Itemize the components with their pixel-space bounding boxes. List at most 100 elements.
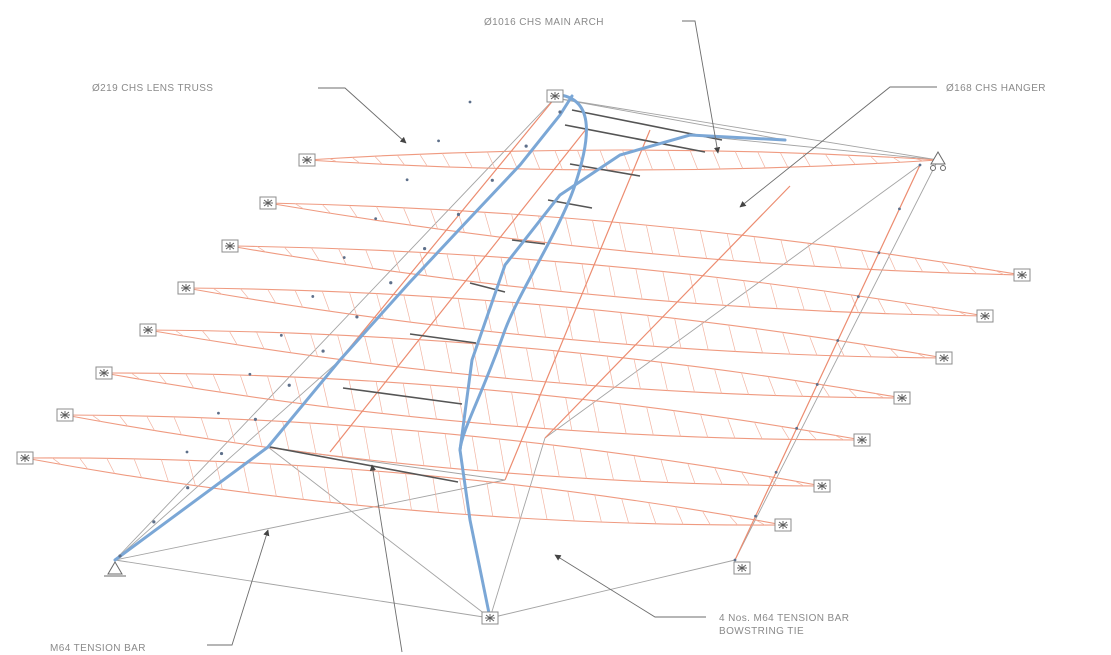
lens-truss-web (52, 457, 62, 465)
lens-truss-web (526, 347, 533, 381)
arch-node (253, 417, 257, 421)
arch-node (423, 247, 427, 251)
lens-truss-web (687, 365, 695, 393)
arch-node (118, 554, 122, 558)
arch-tie-bar (511, 239, 546, 245)
line-node (836, 339, 840, 342)
lens-truss-web (660, 459, 669, 483)
lens-truss-web (754, 421, 763, 440)
line-node (217, 411, 220, 415)
lens-truss-web (133, 458, 142, 478)
lens-truss-bottom-chord (24, 457, 784, 526)
main-arch-right-leg (458, 133, 787, 620)
tension-bar (554, 97, 939, 161)
lens-truss-web (716, 277, 724, 306)
lens-truss-web (267, 289, 276, 304)
lens-truss-web (329, 158, 338, 163)
lens-truss-web (160, 459, 169, 482)
lens-truss-web (633, 359, 641, 390)
fixed-support-icon (935, 351, 953, 365)
line-node (468, 100, 472, 104)
lens-truss-web (79, 457, 89, 470)
tension-bar (734, 159, 939, 561)
lens-truss-bottom-chord (185, 287, 945, 359)
lens-truss-web (294, 203, 304, 210)
lens-truss-web (417, 431, 425, 466)
lens-truss-web (674, 318, 682, 349)
arch-node (490, 178, 494, 182)
lens-truss-web (592, 220, 600, 249)
lens-truss-web (323, 467, 331, 503)
lens-truss-web (579, 448, 587, 479)
lens-truss-web (418, 339, 426, 371)
lens-truss-web (823, 290, 832, 312)
lens-truss-web (363, 426, 371, 461)
lens-truss-web (619, 222, 627, 252)
lens-truss-web (539, 304, 546, 338)
lens-truss-web (269, 463, 277, 497)
lens-truss-web (200, 417, 209, 440)
lens-truss-web (553, 350, 560, 384)
lens-truss-bottom-chord (306, 159, 939, 171)
label-tension-bar: M64 TENSION BAR (50, 643, 146, 654)
lens-truss-web (672, 227, 680, 257)
fixed-support-icon (1013, 268, 1031, 282)
lens-truss-web (174, 329, 184, 337)
lens-truss-web (321, 291, 330, 312)
lens-truss-web (525, 441, 533, 475)
tension-bar (554, 97, 786, 141)
lens-truss-web (296, 465, 304, 500)
lens-truss-web (402, 383, 410, 417)
lens-truss-web (931, 306, 941, 316)
lens-truss (229, 245, 986, 317)
lens-truss-web (375, 381, 383, 414)
arch-node (186, 486, 190, 490)
lens-truss-web (242, 462, 250, 494)
tension-bar (114, 559, 491, 619)
lens-truss-web (229, 331, 238, 345)
fixed-support-icon (893, 391, 911, 405)
lens-truss-web (834, 434, 845, 441)
lens-truss-web (619, 403, 627, 434)
lens-truss-web (256, 331, 265, 350)
leader-tension-bar (207, 529, 270, 646)
roller-support-icon (930, 151, 946, 171)
lens-truss-web (699, 230, 707, 259)
lens-truss-web (825, 153, 834, 166)
line-node (815, 383, 819, 386)
lens-truss-web (396, 154, 405, 166)
lens-truss-web (131, 372, 141, 380)
lens-truss-bottom-chord (103, 372, 863, 441)
line-node (795, 426, 799, 430)
lens-truss-web (916, 352, 927, 359)
lens-truss-web (432, 475, 439, 513)
lens-truss-web (753, 236, 761, 263)
lens-truss-web (848, 388, 858, 398)
lens-truss-web (914, 257, 924, 273)
lens-truss-web (240, 288, 250, 299)
lens-truss-web (419, 153, 428, 167)
line-node (856, 295, 860, 299)
fixed-support-icon (774, 518, 792, 532)
lens-truss-web (511, 391, 519, 427)
lens-truss-web (158, 373, 168, 384)
line-node (898, 207, 901, 211)
lens-truss-web (227, 418, 236, 444)
lens-truss-web (364, 336, 372, 364)
lens-truss-web (188, 460, 196, 486)
lens-truss-web (430, 208, 439, 230)
lens-truss-web (834, 246, 842, 269)
lens-truss-web (403, 294, 411, 323)
arch-node (524, 144, 528, 148)
lens-truss-bottom-chord (267, 202, 1023, 276)
lens-truss-web (283, 332, 292, 353)
lens-truss-web (995, 270, 1005, 275)
arch-tie-bar (342, 387, 463, 405)
lens-truss-web (780, 239, 788, 265)
lens-truss-web (405, 473, 412, 511)
lens-truss-web (755, 519, 766, 526)
lens-truss-group (24, 149, 1023, 526)
lens-truss-web (795, 480, 805, 487)
fixed-support-icon (95, 366, 113, 380)
lens-truss-web (309, 422, 317, 454)
